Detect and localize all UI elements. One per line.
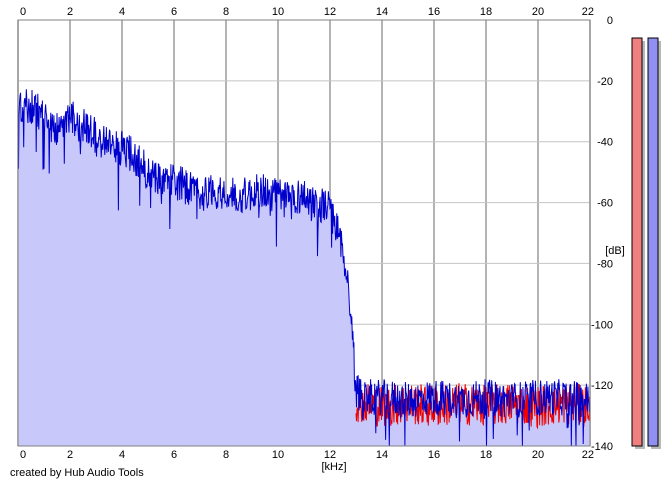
y-tick-label: -40 <box>597 137 613 149</box>
x-tick-label-bottom: 4 <box>119 449 125 461</box>
y-tick-label: -80 <box>597 258 613 270</box>
y-tick-label: 0 <box>607 15 613 27</box>
x-tick-label-top: 18 <box>480 6 492 18</box>
level-meters <box>631 37 661 449</box>
y-tick-label: -140 <box>591 441 613 453</box>
x-tick-label-bottom: 6 <box>171 449 177 461</box>
x-tick-label-bottom: 20 <box>532 449 544 461</box>
y-axis-label: [dB] <box>605 245 625 257</box>
x-tick-label-top: 22 <box>582 6 594 18</box>
x-tick-label-top: 0 <box>20 6 26 18</box>
x-tick-label-top: 12 <box>324 6 336 18</box>
y-tick-label: -120 <box>591 380 613 392</box>
tick-labels: 002244668810101212141416161818202022220-… <box>20 6 613 461</box>
y-tick-label: -60 <box>597 198 613 210</box>
x-tick-label-bottom: 10 <box>272 449 284 461</box>
x-tick-label-bottom: 0 <box>20 449 26 461</box>
x-tick-label-bottom: 8 <box>223 449 229 461</box>
spectrum-fill <box>18 89 590 447</box>
right-level-meter <box>647 37 659 447</box>
x-tick-label-top: 4 <box>119 6 125 18</box>
x-tick-label-bottom: 22 <box>582 449 594 461</box>
x-tick-label-top: 6 <box>171 6 177 18</box>
x-tick-label-top: 16 <box>428 6 440 18</box>
plot-frame <box>17 19 591 447</box>
spectrum-area <box>18 89 590 447</box>
left-channel-line <box>17 89 591 447</box>
left-level-meter <box>631 37 643 447</box>
x-tick-label-bottom: 12 <box>324 449 336 461</box>
x-tick-label-top: 2 <box>67 6 73 18</box>
x-tick-label-top: 14 <box>376 6 388 18</box>
x-tick-label-top: 20 <box>532 6 544 18</box>
x-tick-label-bottom: 14 <box>376 449 388 461</box>
x-axis-label: [kHz] <box>321 461 346 473</box>
x-tick-label-top: 8 <box>223 6 229 18</box>
y-tick-label: -20 <box>597 76 613 88</box>
y-tick-label: -100 <box>591 319 613 331</box>
x-tick-label-bottom: 2 <box>67 449 73 461</box>
x-tick-label-bottom: 16 <box>428 449 440 461</box>
x-tick-label-top: 10 <box>272 6 284 18</box>
footer-credit: created by Hub Audio Tools <box>10 467 144 479</box>
x-tick-label-bottom: 18 <box>480 449 492 461</box>
spectrum-lines <box>17 89 591 447</box>
